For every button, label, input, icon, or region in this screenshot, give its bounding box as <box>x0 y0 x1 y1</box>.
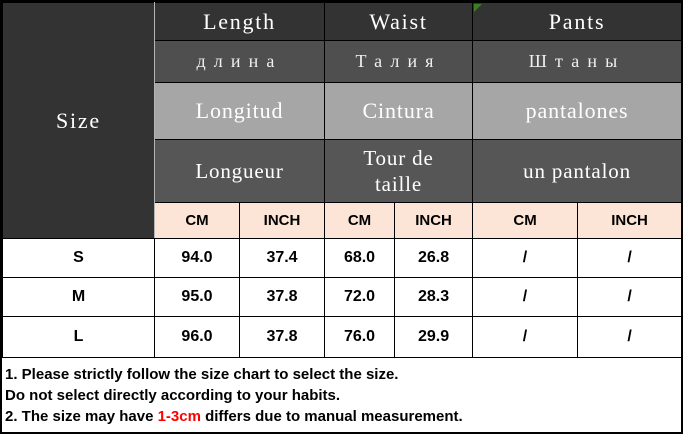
row-l-pants-inch: / <box>577 316 681 358</box>
note-line-3: 2. The size may have 1-3cm differs due t… <box>5 406 677 427</box>
unit-header-waist-inch: INCH <box>394 202 474 239</box>
row-m-waist-cm: 72.0 <box>324 277 396 317</box>
unit-header-length-cm: CM <box>154 202 240 239</box>
note-line-3-highlight: 1-3cm <box>157 408 201 425</box>
measurement-notes: 1. Please strictly follow the size chart… <box>2 358 681 432</box>
row-m-length-inch: 37.8 <box>238 277 326 317</box>
row-l-pants-cm: / <box>472 316 579 358</box>
header-waist-es: Cintura <box>324 82 474 140</box>
unit-header-pants-inch: INCH <box>577 202 681 239</box>
row-m-length-cm: 95.0 <box>154 277 240 317</box>
row-s-pants-inch: / <box>577 238 681 278</box>
size-chart-table: Size Length Waist Pants длина Талия Штан… <box>2 2 681 358</box>
row-m-waist-inch: 28.3 <box>394 277 474 317</box>
note-line-3-prefix: 2. The size may have <box>5 408 158 425</box>
header-pants-es: pantalones <box>472 82 681 140</box>
note-line-3-suffix: differs due to manual measurement. <box>200 408 463 425</box>
header-pants-ru: Штаны <box>472 40 681 83</box>
row-s-length-cm: 94.0 <box>154 238 240 278</box>
table-row-l: L 96.0 37.8 76.0 29.9 / / <box>2 316 681 358</box>
table-row-s: S 94.0 37.4 68.0 26.8 / / <box>2 238 681 278</box>
header-length-fr: Longueur <box>153 139 326 203</box>
header-length-es: Longitud <box>153 82 326 140</box>
header-waist-ru: Талия <box>324 40 474 83</box>
size-header-cell: Size <box>2 2 155 239</box>
row-m-pants-cm: / <box>472 277 579 317</box>
header-length-ru: длина <box>153 40 326 83</box>
row-l-length-cm: 96.0 <box>154 316 240 358</box>
header-waist-fr-text: Tour de taille <box>363 145 434 196</box>
row-l-length-inch: 37.8 <box>238 316 326 358</box>
header-waist-fr: Tour de taille <box>324 139 474 203</box>
header-pants-en: Pants <box>472 2 681 41</box>
header-pants-fr: un pantalon <box>472 139 681 203</box>
table-row-m: M 95.0 37.8 72.0 28.3 / / <box>2 277 681 317</box>
green-corner-flag-icon <box>474 4 482 12</box>
unit-header-pants-cm: CM <box>472 202 579 239</box>
row-l-waist-cm: 76.0 <box>324 316 396 358</box>
note-line-1: 1. Please strictly follow the size chart… <box>5 366 399 383</box>
row-s-waist-cm: 68.0 <box>324 238 396 278</box>
unit-header-length-inch: INCH <box>238 202 326 239</box>
header-waist-en: Waist <box>324 2 474 41</box>
note-line-2: Do not select directly according to your… <box>5 387 341 404</box>
row-m-pants-inch: / <box>577 277 681 317</box>
row-m-size: M <box>2 277 155 317</box>
row-s-size: S <box>2 238 155 278</box>
row-s-waist-inch: 26.8 <box>394 238 474 278</box>
row-s-pants-cm: / <box>472 238 579 278</box>
row-l-waist-inch: 29.9 <box>394 316 474 358</box>
header-length-en: Length <box>153 2 326 41</box>
unit-header-waist-cm: CM <box>324 202 396 239</box>
row-l-size: L <box>2 316 155 358</box>
row-s-length-inch: 37.4 <box>238 238 326 278</box>
